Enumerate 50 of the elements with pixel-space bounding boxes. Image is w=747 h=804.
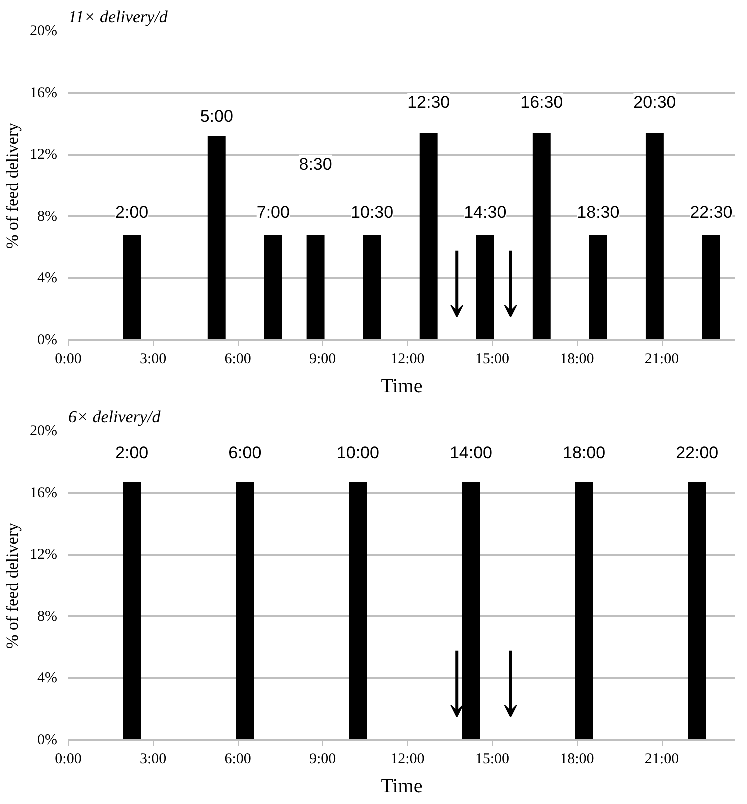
x-tick-label: 21:00	[644, 352, 680, 368]
y-tick-label: 16%	[30, 485, 58, 502]
y-tick-label: 20%	[30, 24, 58, 40]
y-axis-title: % of feed delivery	[3, 122, 22, 250]
annotation: 22:30	[690, 202, 733, 222]
x-tick-label: 15:00	[475, 752, 510, 768]
annotation: 22:00	[676, 444, 719, 463]
x-tick-label: 0:00	[55, 752, 82, 768]
annotation: 10:30	[351, 202, 394, 222]
x-tick-label: 21:00	[644, 752, 680, 768]
x-tick-label: 12:00	[390, 352, 425, 368]
x-tick-label: 6:00	[224, 352, 252, 368]
y-tick-label: 12%	[30, 547, 58, 564]
x-axis-title: Time	[381, 376, 423, 398]
chart-title: 6× delivery/d	[68, 408, 162, 426]
annotation: 18:00	[563, 444, 606, 463]
annotation: 12:30	[408, 93, 450, 112]
annotation: 6:00	[228, 444, 262, 463]
annotation: 2:00	[116, 202, 149, 222]
annotation: 14:00	[450, 444, 493, 463]
y-axis-title: % of feed delivery	[3, 522, 22, 650]
annotation: 10:00	[336, 444, 380, 463]
annotation: 2:00	[116, 444, 149, 463]
y-tick-label: 20%	[30, 424, 58, 440]
x-tick-label: 18:00	[560, 752, 594, 768]
x-tick-label: 3:00	[140, 752, 167, 768]
x-tick-label: 9:00	[310, 352, 336, 368]
y-tick-label: 16%	[30, 85, 58, 102]
x-tick-label: 12:00	[390, 752, 425, 768]
annotation: 18:30	[577, 202, 620, 222]
y-tick-label: 0%	[38, 332, 58, 348]
x-tick-label: 9:00	[310, 752, 336, 768]
y-tick-label: 12%	[30, 147, 58, 164]
x-tick-label: 18:00	[560, 352, 594, 368]
y-tick-label: 4%	[38, 670, 58, 687]
annotation: 20:30	[634, 93, 676, 112]
annotation: 16:30	[520, 93, 564, 112]
y-tick-label: 4%	[38, 270, 58, 287]
y-tick-label: 0%	[38, 732, 58, 748]
x-tick-label: 3:00	[140, 352, 167, 368]
x-tick-label: 15:00	[475, 352, 510, 368]
y-tick-label: 8%	[38, 608, 58, 625]
chart-title: 11× delivery/d	[68, 8, 168, 26]
y-tick-label: 8%	[38, 208, 58, 225]
annotation: 7:00	[256, 202, 290, 222]
x-tick-label: 0:00	[55, 352, 82, 368]
x-axis-title: Time	[381, 776, 423, 798]
x-tick-label: 6:00	[224, 752, 252, 768]
annotation: 14:30	[464, 202, 507, 222]
annotation: 5:00	[200, 106, 234, 126]
